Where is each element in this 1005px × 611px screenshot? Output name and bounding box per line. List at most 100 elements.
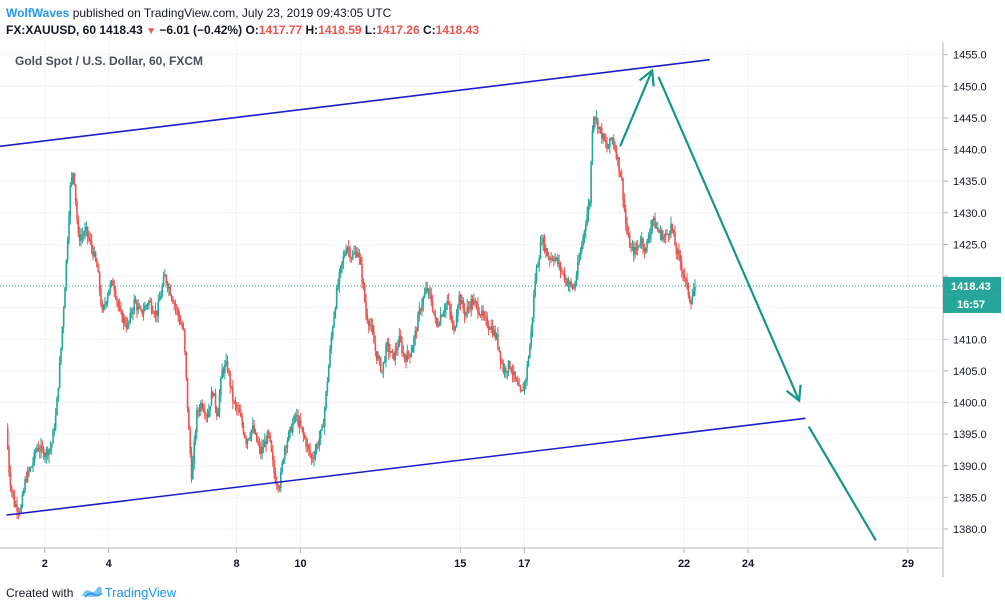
candle-body (407, 351, 410, 355)
candle-body (454, 326, 457, 331)
low-value: 1417.26 (376, 23, 420, 37)
candle-body (189, 429, 191, 454)
candle-body (473, 300, 475, 305)
candle-body (82, 234, 85, 236)
candle-body (166, 282, 169, 289)
arrow-up[interactable] (619, 70, 654, 147)
candle-body (117, 301, 120, 307)
candle-body (606, 143, 608, 149)
arrow-down-1[interactable] (657, 76, 801, 402)
candle-body (651, 219, 654, 226)
candle-body (622, 178, 624, 200)
candle-body (541, 242, 543, 244)
candle-body (14, 504, 17, 507)
candle-body (62, 308, 65, 327)
candle-body (441, 315, 443, 317)
candle-body (570, 281, 572, 285)
candle-body (114, 290, 117, 298)
candle-body (12, 490, 14, 496)
candle-body (262, 446, 265, 448)
candle-body (94, 252, 97, 261)
candle-body (156, 310, 158, 317)
candle-body (491, 326, 494, 336)
candle-body (563, 272, 566, 281)
drawings[interactable] (0, 58, 943, 541)
candle-body (208, 410, 210, 418)
candle-body (197, 410, 199, 412)
candle-body (353, 253, 355, 255)
time-axis[interactable]: 2 4 8 10 15 17 22 24 29 (42, 548, 914, 570)
author-link[interactable]: WolfWaves (6, 6, 70, 20)
candle-body (110, 280, 113, 285)
candle-body (116, 297, 118, 302)
candle-body (365, 301, 367, 315)
candle-body (646, 241, 648, 248)
candle-body (574, 282, 576, 289)
candle-body (22, 490, 25, 495)
candle-body (210, 391, 213, 407)
candle-body (550, 257, 552, 260)
candle-body (694, 286, 696, 291)
footer: Created with TradingView (6, 585, 176, 602)
candle-body (140, 308, 142, 310)
last-price-label: 1418.43 (951, 281, 991, 293)
tradingview-brand[interactable]: TradingView (104, 585, 177, 600)
lower-channel-trendline[interactable] (6, 417, 806, 516)
candle-body (366, 314, 369, 322)
candle-body (317, 444, 319, 446)
y-tick-label: 1450.0 (953, 81, 987, 93)
candle-body (251, 425, 254, 430)
price-axis[interactable]: 1380.0 1385.0 1390.0 1395.0 1400.0 1405.0 1410… (943, 50, 987, 536)
candle-body (485, 316, 487, 318)
candle-body (162, 276, 165, 287)
candle-body (321, 425, 323, 430)
candle-body (42, 448, 45, 458)
candle-body (429, 289, 431, 295)
candle-body (547, 255, 550, 259)
candle-body (37, 447, 40, 451)
candle-body (40, 445, 42, 452)
upper-channel-trendline[interactable] (0, 58, 710, 148)
candle-body (301, 426, 303, 430)
candle-body (644, 247, 647, 252)
candle-body (307, 444, 310, 449)
candle-body (367, 321, 370, 326)
candle-body (45, 449, 48, 456)
candle-body (447, 300, 450, 304)
arrow-down-2[interactable] (807, 426, 877, 541)
candle-body (566, 278, 568, 286)
candle-body (343, 254, 346, 257)
candle-body (596, 118, 599, 130)
created-with-text: Created with (6, 586, 74, 600)
candle-body (326, 382, 329, 392)
candle-body (511, 372, 514, 375)
candle-body (270, 440, 273, 452)
candle-body (192, 462, 194, 480)
candle-body (357, 253, 359, 257)
candle-body (385, 344, 387, 362)
candle-body (287, 431, 290, 441)
x-tick-label: 29 (902, 558, 914, 570)
price-chart[interactable]: 1380.0 1385.0 1390.0 1395.0 1400.0 1405.0 1410… (0, 42, 1005, 577)
candle-body (632, 246, 635, 255)
candle-body (459, 294, 462, 305)
candle-body (690, 301, 692, 304)
candle-body (386, 342, 389, 345)
grid (0, 42, 943, 548)
candle-body (509, 361, 511, 368)
candle-body (105, 302, 108, 305)
candle-body (526, 364, 528, 380)
candle-body (387, 342, 390, 352)
candle-body (230, 386, 233, 388)
candle-body (478, 312, 481, 315)
y-tick-label: 1440.0 (953, 145, 987, 157)
candle-body (675, 245, 678, 254)
candle-body (88, 236, 90, 240)
candle-body (561, 270, 563, 272)
candle-body (626, 223, 628, 234)
candle-body (608, 138, 611, 148)
candle-body (442, 312, 445, 317)
candle-body (229, 372, 231, 387)
candle-body (370, 324, 373, 326)
y-tick-label: 1390.0 (953, 461, 987, 473)
